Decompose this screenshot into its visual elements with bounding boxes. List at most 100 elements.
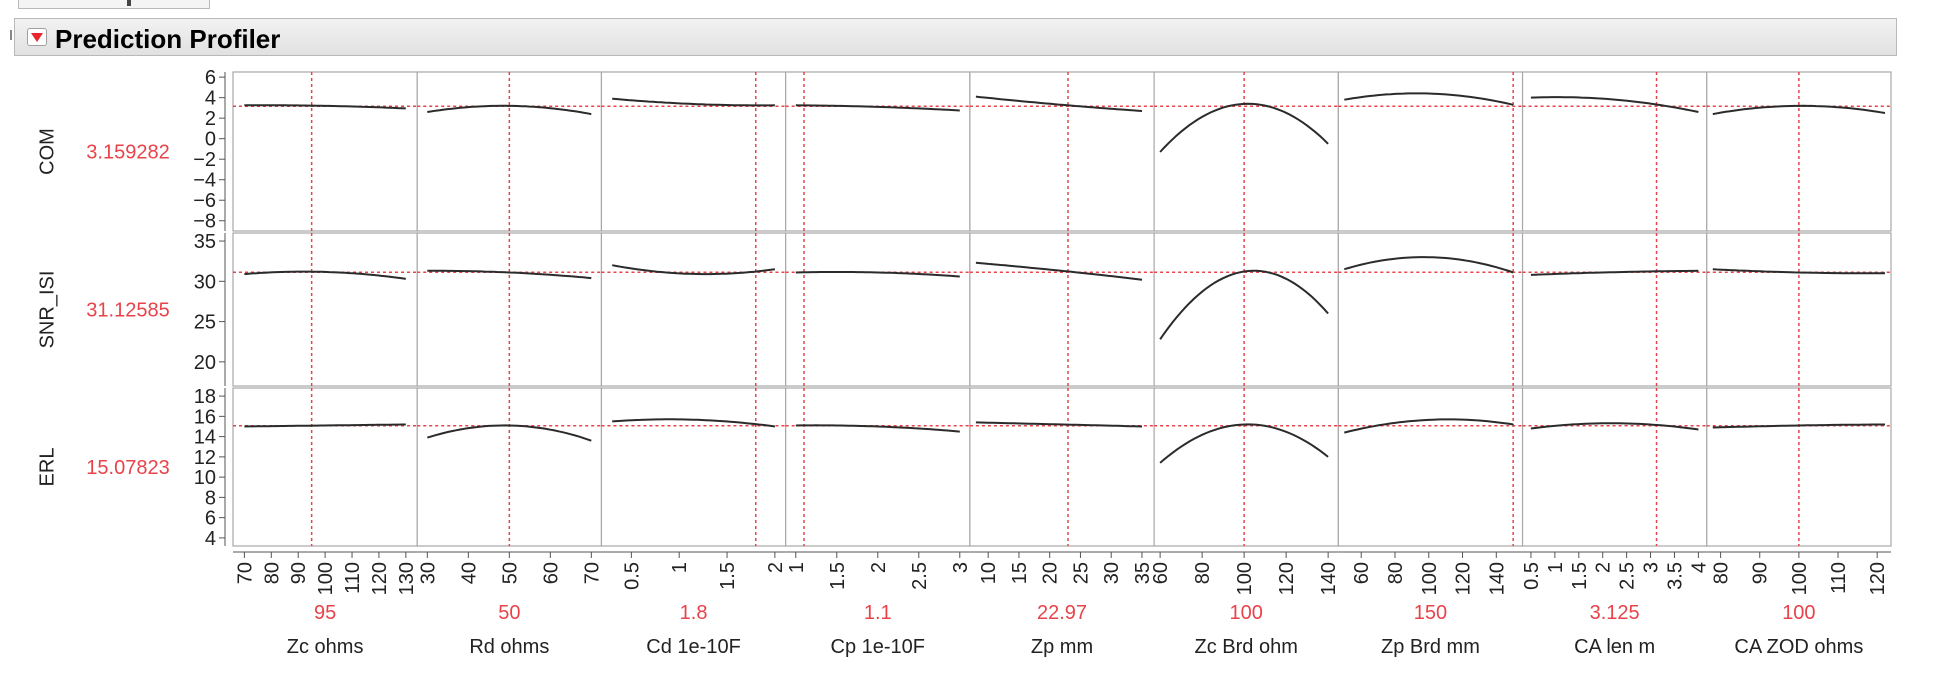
profile-cell	[1521, 71, 1708, 232]
x-tick-label: 70	[234, 562, 256, 584]
x-tick-label: 10	[978, 562, 1000, 584]
x-tick-label: 2	[765, 562, 787, 573]
x-tick-label: 110	[342, 562, 364, 594]
profile-curve	[244, 270, 406, 280]
response-name-label: COM	[36, 128, 58, 175]
profile-cell	[1153, 71, 1339, 232]
profile-cell	[232, 232, 418, 387]
factor-name-label: Cd 1e-10F	[646, 636, 741, 658]
profile-cell	[969, 71, 1155, 232]
profile-curve	[1159, 102, 1329, 153]
y-tick-label: 6	[205, 67, 216, 89]
x-tick-label: 0.5	[1521, 562, 1543, 590]
y-tick-label: 35	[194, 231, 216, 253]
x-tick-label: 80	[1385, 562, 1407, 584]
x-tick-label: 100	[315, 562, 337, 595]
x-tick-label: 1.5	[1569, 562, 1591, 590]
factor-name-label: CA ZOD ohms	[1734, 636, 1863, 658]
y-tick-label: −2	[193, 149, 216, 171]
profile-curve	[1344, 418, 1514, 434]
factor-current-value: 1.1	[864, 602, 892, 624]
y-tick-label: 25	[194, 312, 216, 334]
response-current-value: 15.07823	[86, 457, 169, 479]
x-tick-label: 1	[669, 562, 691, 573]
top-tab-edge	[18, 0, 210, 9]
factor-current-value: 22.97	[1037, 602, 1087, 624]
profile-curve	[612, 264, 776, 276]
factor-name-label: CA len m	[1574, 636, 1655, 658]
x-tick-label: 140	[1318, 562, 1340, 595]
x-tick-label: 80	[261, 562, 283, 584]
profile-cell	[785, 71, 971, 232]
y-tick-label: −6	[193, 190, 216, 212]
tab-notch	[127, 0, 131, 6]
profile-cell	[1153, 387, 1339, 547]
response-current-value: 31.12585	[86, 300, 169, 322]
y-tick-label: 4	[205, 528, 216, 550]
y-tick-label: 4	[205, 88, 216, 110]
factor-name-label: Zc ohms	[287, 636, 364, 658]
y-tick-label: 12	[194, 447, 216, 469]
y-tick-label: 18	[194, 386, 216, 408]
y-tick-label: 2	[205, 108, 216, 130]
x-tick-label: 90	[288, 562, 310, 584]
factor-current-value: 1.8	[680, 602, 708, 624]
profile-curve	[975, 95, 1143, 112]
x-tick-label: 0.5	[621, 562, 643, 590]
profile-curve	[612, 418, 776, 428]
factor-name-label: Rd ohms	[469, 636, 549, 658]
factor-name-label: Zp Brd mm	[1381, 636, 1480, 658]
factor-current-value: 100	[1230, 602, 1263, 624]
x-tick-label: 2	[868, 562, 890, 573]
profile-curve	[1159, 269, 1329, 340]
response-name-label: SNR_ISI	[36, 271, 58, 349]
x-tick-label: 25	[1070, 562, 1092, 584]
profile-curve	[1530, 269, 1699, 276]
profile-curve	[612, 97, 775, 107]
x-tick-label: 100	[1419, 562, 1441, 595]
x-tick-label: 4	[1688, 562, 1710, 573]
factor-current-value: 3.125	[1590, 602, 1640, 624]
x-tick-label: 1.5	[827, 562, 849, 590]
profile-curve	[975, 261, 1143, 281]
profile-cell	[1337, 387, 1524, 547]
profile-curve	[795, 104, 960, 112]
factor-current-value: 50	[498, 602, 520, 624]
y-tick-label: 16	[194, 406, 216, 428]
red-triangle-menu-button[interactable]	[27, 28, 47, 46]
profile-curve	[975, 421, 1143, 428]
x-tick-label: 2.5	[909, 562, 931, 590]
x-tick-label: 40	[458, 562, 480, 584]
x-tick-label: 80	[1192, 562, 1214, 584]
x-tick-label: 15	[1009, 562, 1031, 584]
y-tick-label: 0	[205, 129, 216, 151]
x-tick-label: 70	[581, 562, 603, 584]
x-tick-label: 140	[1486, 562, 1508, 595]
x-tick-label: 30	[417, 562, 439, 584]
profile-curve	[427, 424, 592, 442]
profile-cell	[1153, 232, 1339, 387]
x-tick-label: 120	[1867, 562, 1889, 595]
factor-name-label: Cp 1e-10F	[831, 636, 926, 658]
response-name-label: ERL	[36, 448, 58, 487]
x-tick-label: 100	[1789, 562, 1811, 595]
red-triangle-icon	[31, 33, 43, 42]
outline-marker	[10, 30, 12, 40]
profile-curve	[244, 104, 406, 110]
profile-cell	[1521, 232, 1708, 387]
x-tick-label: 2.5	[1617, 562, 1639, 590]
profile-curve	[427, 269, 592, 280]
x-tick-label: 3.5	[1664, 562, 1686, 590]
y-tick-label: 6	[205, 508, 216, 530]
x-tick-label: 35	[1132, 562, 1154, 584]
x-tick-label: 120	[369, 562, 391, 595]
profile-cell	[785, 232, 971, 387]
x-tick-label: 100	[1234, 562, 1256, 595]
factor-current-value: 100	[1782, 602, 1815, 624]
x-tick-label: 120	[1453, 562, 1475, 595]
profile-curve	[1530, 422, 1699, 431]
y-tick-label: −4	[193, 170, 216, 192]
profile-cell	[600, 71, 787, 232]
x-tick-label: 80	[1711, 562, 1733, 584]
